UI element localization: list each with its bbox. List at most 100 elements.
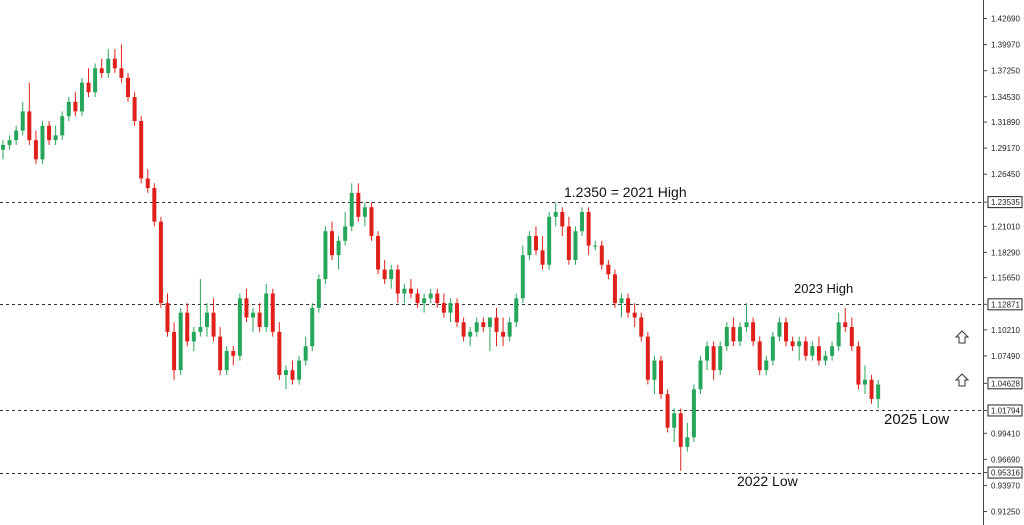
candle (277, 322, 282, 380)
y-tick-label: 1.34530 (991, 93, 1020, 102)
candle (540, 236, 545, 270)
candle (678, 408, 683, 471)
candle (224, 346, 229, 375)
candle (731, 317, 736, 347)
candle-body (830, 346, 835, 356)
candle (47, 121, 52, 145)
candle-body (303, 346, 308, 361)
candle-body (53, 135, 58, 141)
candle-body (106, 58, 111, 74)
candle-body (422, 298, 427, 304)
candle-body (204, 312, 209, 328)
annotation-2021-high: 1.2350 = 2021 High (564, 184, 687, 200)
candle (191, 327, 196, 351)
annotation-2023-high: 2023 High (794, 281, 853, 296)
candle (843, 307, 848, 332)
candle-body (869, 379, 874, 399)
candle (547, 212, 552, 270)
candle-body (705, 346, 710, 361)
candle (7, 135, 12, 150)
candle (691, 384, 696, 443)
candle (816, 336, 821, 366)
candle-body (33, 140, 38, 160)
candle-body (797, 341, 802, 347)
candle-body (691, 389, 696, 438)
candle-body (408, 288, 413, 294)
candle (612, 269, 617, 308)
candle-body (494, 317, 499, 332)
candle (297, 355, 302, 385)
candle (869, 374, 874, 404)
candle (757, 336, 762, 375)
candle (533, 226, 538, 256)
candle-body (86, 82, 91, 93)
candle (264, 283, 269, 332)
candle (119, 44, 124, 83)
candle-body (672, 413, 677, 428)
candle-body (178, 312, 183, 371)
candle-body (533, 236, 538, 251)
candle (402, 283, 407, 304)
candle (665, 389, 670, 433)
candle (251, 307, 256, 332)
candle-body (876, 384, 881, 399)
candle-body (362, 207, 367, 217)
candle (283, 365, 288, 390)
candle-body (751, 322, 756, 342)
candle-body (237, 298, 242, 356)
candle-body (27, 111, 32, 141)
candle (422, 293, 427, 313)
candle (376, 231, 381, 275)
candle (487, 317, 492, 351)
candle (349, 183, 354, 232)
candle (336, 236, 341, 270)
candle (343, 212, 348, 246)
candle (27, 82, 32, 145)
price-tag-box (987, 404, 1023, 417)
candle (626, 293, 631, 318)
candle (356, 183, 361, 222)
candle (395, 264, 400, 304)
candle (362, 202, 367, 227)
candle (784, 317, 789, 347)
candle (599, 240, 604, 270)
candle-body (435, 293, 440, 304)
candle-body (402, 288, 407, 294)
y-tick-label: 1.37250 (991, 67, 1020, 76)
candle (876, 379, 881, 409)
candle-body (172, 331, 177, 371)
candle-body (297, 360, 302, 380)
y-tick-label: 1.26450 (991, 170, 1020, 179)
candle-body (7, 140, 12, 145)
candle-body (244, 298, 249, 318)
y-tick-label: 0.99410 (991, 429, 1020, 438)
candle-body (73, 101, 78, 112)
candle (580, 207, 585, 236)
candle (132, 92, 137, 126)
candle (481, 317, 486, 332)
candle-body (790, 341, 795, 347)
candle (836, 312, 841, 351)
annotation-2022-low: 2022 Low (737, 473, 799, 489)
candle (514, 293, 519, 328)
candle (112, 49, 117, 74)
candle-body (277, 331, 282, 375)
candle-body (626, 298, 631, 313)
candle-body (330, 231, 334, 256)
candle-body (191, 331, 196, 342)
candles (1, 44, 881, 471)
candle-body (481, 322, 486, 328)
candle (751, 317, 756, 347)
arrow-markers (954, 330, 970, 387)
candle (99, 58, 104, 78)
y-tick-label: 1.42690 (991, 15, 1020, 24)
candle-body (60, 116, 65, 136)
up-arrow-icon (954, 330, 970, 344)
candle-body (40, 125, 45, 160)
candle (185, 303, 190, 347)
candle-body (415, 293, 420, 304)
candle (553, 202, 558, 227)
candle-body (757, 341, 762, 371)
candle-body (119, 68, 124, 78)
candle-body (823, 355, 828, 361)
